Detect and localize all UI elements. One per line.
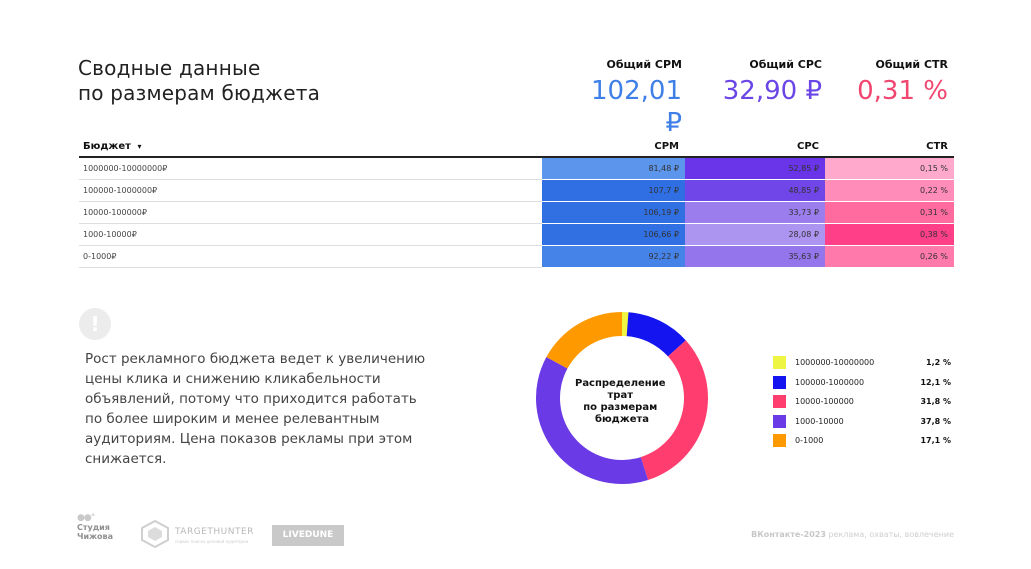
column-header-budget-label: Бюджет <box>83 140 131 152</box>
cell-ctr: 0,26 % <box>825 245 954 268</box>
column-header-cpm[interactable]: CPM <box>542 136 685 158</box>
cell-budget: 1000-10000₽ <box>79 223 542 246</box>
legend-value: 31,8 % <box>920 397 951 406</box>
legend-item: 1000000-10000000 1,2 % <box>773 355 953 375</box>
targethunter-tagline: сервис поиска целевой аудитории <box>175 539 249 544</box>
footer-caption-text: реклама, охваты, вовлечение <box>825 530 954 539</box>
chart-legend: 1000000-10000000 1,2 % 100000-1000000 12,1 … <box>773 355 953 453</box>
kpi-cpm-value: 102,01 ₽ <box>591 76 682 138</box>
table-row: 100000-1000000₽ 107,7 ₽48,85 ₽0,22 % <box>79 179 954 202</box>
legend-value: 17,1 % <box>920 436 951 445</box>
legend-label: 100000-1000000 <box>795 377 865 387</box>
cell-cpc: 52,85 ₽ <box>685 157 825 180</box>
cell-cpc: 48,85 ₽ <box>685 179 825 202</box>
legend-swatch <box>773 375 786 389</box>
insight-text: Рост рекламного бюджета ведет к увеличен… <box>85 351 426 467</box>
cell-cpc: 33,73 ₽ <box>685 201 825 224</box>
table-row: 1000-10000₽ 106,66 ₽28,08 ₽0,38 % <box>79 223 954 246</box>
donut-slice-1000-10000 <box>536 357 649 484</box>
legend-value: 37,8 % <box>920 416 951 426</box>
donut-slice-0-1000 <box>546 312 622 369</box>
cell-budget: 10000-100000₽ <box>79 201 542 224</box>
cell-cpm: 106,19 ₽ <box>542 201 685 224</box>
legend-swatch <box>773 356 786 369</box>
table-header-row: Бюджет ▾ CPM CPC CTR <box>79 136 954 158</box>
legend-label: 1000000-10000000 <box>795 358 875 367</box>
cell-ctr: 0,22 % <box>825 179 954 202</box>
donut-slice-100000-1000000 <box>626 312 686 357</box>
cell-ctr: 0,15 % <box>825 157 954 180</box>
footer-caption-bold: ВКонтакте-2023 <box>751 530 826 539</box>
column-header-budget[interactable]: Бюджет ▾ <box>79 136 542 158</box>
targethunter-logo: TARGETHUNTER <box>175 527 254 537</box>
legend-item: 1000-10000 37,8 % <box>773 414 953 434</box>
cell-cpc: 35,63 ₽ <box>685 245 825 268</box>
studio-chizhova-logo: ●●° Студия Чижова <box>77 513 113 542</box>
page-title-line1: Сводные данные <box>78 56 261 80</box>
legend-item: 10000-100000 31,8 % <box>773 394 953 414</box>
budget-table: Бюджет ▾ CPM CPC CTR 1000000-10000000₽ 81… <box>79 136 954 268</box>
cell-cpm: 106,66 ₽ <box>542 223 685 246</box>
legend-label: 10000-100000 <box>795 397 854 406</box>
kpi-ctr-value: 0,31 % <box>857 76 948 106</box>
exclamation-icon: ! <box>79 308 111 340</box>
livedune-logo: LIVEDUNE <box>272 525 344 546</box>
donut-slice-10000-100000 <box>640 340 708 480</box>
legend-value: 12,1 % <box>920 377 951 387</box>
cell-cpm: 81,48 ₽ <box>542 157 685 180</box>
kpi-cpm-label: Общий CPM <box>606 58 682 71</box>
page-title-line2: по размерам бюджета <box>78 81 321 105</box>
legend-swatch <box>773 395 786 408</box>
legend-swatch <box>773 434 786 447</box>
table-row: 1000000-10000000₽ 81,48 ₽52,85 ₽0,15 % <box>79 157 954 180</box>
legend-label: 1000-10000 <box>795 416 844 426</box>
cell-cpm: 107,7 ₽ <box>542 179 685 202</box>
table-row: 10000-100000₽ 106,19 ₽33,73 ₽0,31 % <box>79 201 954 224</box>
legend-item: 100000-1000000 12,1 % <box>773 375 953 395</box>
targethunter-emblem-icon <box>141 520 169 548</box>
table-row: 0-1000₽ 92,22 ₽35,63 ₽0,26 % <box>79 245 954 268</box>
column-header-ctr[interactable]: CTR <box>825 136 954 158</box>
studio-dots-icon: ●●° <box>77 513 95 523</box>
page-title: Сводные данные по размерам бюджета <box>78 56 320 106</box>
cell-cpm: 92,22 ₽ <box>542 245 685 268</box>
budget-donut-chart: Распределение трат по размерам бюджета <box>536 312 708 484</box>
legend-swatch <box>773 414 786 428</box>
cell-cpc: 28,08 ₽ <box>685 223 825 246</box>
sort-down-icon[interactable]: ▾ <box>137 141 142 151</box>
donut-center-title: Распределение трат по размерам бюджета <box>575 378 669 425</box>
kpi-ctr-label: Общий CTR <box>875 58 948 71</box>
cell-budget: 1000000-10000000₽ <box>79 157 542 180</box>
cell-budget: 0-1000₽ <box>79 245 542 268</box>
kpi-cpm: Общий CPM 102,01 ₽ <box>570 58 682 139</box>
legend-item: 0-1000 17,1 % <box>773 433 953 453</box>
footer-caption: ВКонтакте-2023 реклама, охваты, вовлечен… <box>650 530 954 539</box>
kpi-ctr: Общий CTR 0,31 % <box>840 58 948 107</box>
kpi-cpc-label: Общий CPC <box>749 58 822 71</box>
donut-slice-1000000-10000000 <box>622 312 629 337</box>
studio-logo-line1: Студия <box>77 523 110 532</box>
cell-ctr: 0,31 % <box>825 201 954 224</box>
studio-logo-line2: Чижова <box>77 532 113 541</box>
legend-value: 1,2 % <box>926 358 951 367</box>
cell-budget: 100000-1000000₽ <box>79 179 542 202</box>
cell-ctr: 0,38 % <box>825 223 954 246</box>
kpi-cpc-value: 32,90 ₽ <box>722 76 822 106</box>
legend-label: 0-1000 <box>795 436 824 445</box>
kpi-cpc: Общий CPC 32,90 ₽ <box>700 58 822 107</box>
column-header-cpc[interactable]: CPC <box>685 136 825 158</box>
